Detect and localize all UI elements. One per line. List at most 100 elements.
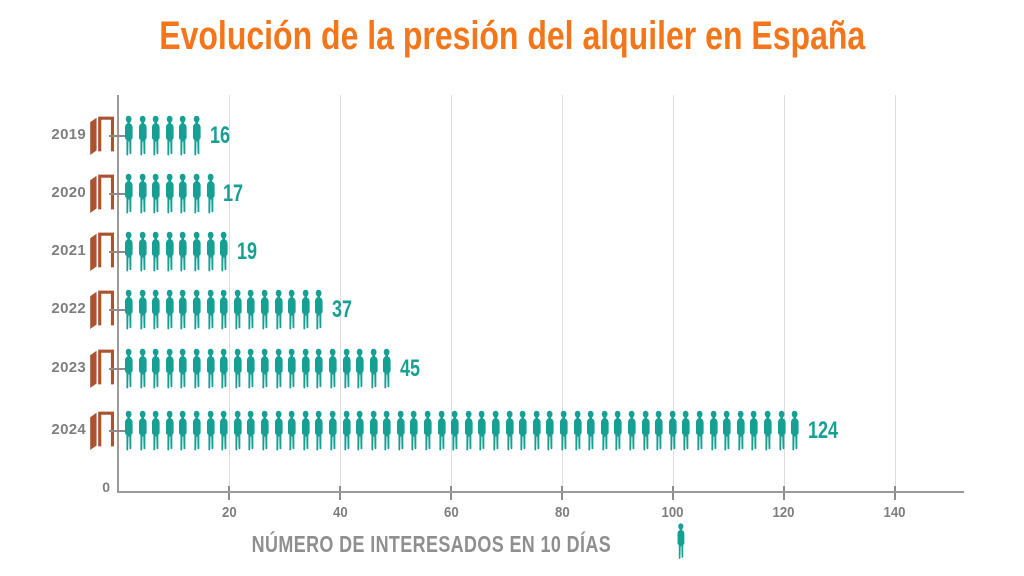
person-icon [328,348,337,389]
person-icon [124,348,133,389]
x-tick-label-text: 140 [883,504,907,521]
person-icon [152,289,160,330]
person-icon [179,289,187,330]
person-icon [478,410,487,451]
person-icon [301,410,310,451]
open-door-icon [90,232,114,271]
person-icon [124,173,133,214]
open-door-icon [90,174,114,213]
x-tick-label: 80 [540,504,584,521]
value-label: 45 [400,355,421,382]
gridline [783,95,785,492]
gridline [894,95,896,492]
person-icon [192,410,201,451]
year-label: 2020 [51,184,86,201]
person-icon [260,410,269,451]
person-icon [437,410,446,451]
y-axis-tick [109,193,126,195]
person-icon [247,348,255,389]
person-icon [165,410,174,451]
person-icon [138,173,147,214]
x-axis-tick [894,486,896,500]
open-door-icon [90,116,114,155]
x-axis-tick [339,486,341,500]
person-icon [165,289,174,330]
person-icon [138,289,147,330]
door-icon [89,231,115,276]
x-axis-tick [783,486,785,500]
person-icon [315,289,323,330]
gridline [339,95,341,492]
person-icon [505,410,514,451]
pictogram-row-2019 [122,113,203,159]
x-tick-label-text: 120 [772,504,796,521]
person-icon [192,115,201,156]
pictogram-row-2024 [122,408,801,454]
gridline [672,95,674,492]
y-axis-tick [109,251,126,253]
year-label: 2019 [51,126,86,143]
person-icon [677,523,685,559]
person-icon [260,289,269,330]
person-icon [736,410,745,451]
person-icon [152,348,160,389]
person-icon [220,348,228,389]
x-axis-line [116,491,964,493]
person-icon [288,289,296,330]
pictogram-row-2022 [122,287,325,333]
person-icon [206,289,215,330]
door-icon [89,348,115,393]
person-icon [682,410,690,451]
person-icon [383,348,391,389]
door-icon [89,173,115,218]
person-icon [220,231,228,272]
x-tick-label-text: 40 [332,504,348,521]
person-icon [369,410,378,451]
person-icon [274,348,283,389]
person-icon [424,410,432,451]
person-icon [124,410,133,451]
person-icon [206,410,215,451]
year-label: 2023 [51,359,86,376]
year-label: 2022 [51,300,86,317]
person-icon [152,173,160,214]
person-icon [165,115,174,156]
y-axis-tick [109,430,126,432]
person-icon [369,348,378,389]
gridline [561,95,563,492]
person-icon [260,348,269,389]
x-tick-label: 60 [429,504,473,521]
x-tick-label: 40 [318,504,362,521]
y-axis-line [116,95,119,493]
person-icon [573,410,582,451]
person-icon [614,410,622,451]
person-icon [152,115,160,156]
person-icon [356,410,364,451]
person-icon [532,410,541,451]
person-icon [192,173,201,214]
x-axis-tick [561,486,563,500]
person-icon [124,115,133,156]
open-door-icon [90,290,114,329]
person-icon [709,410,718,451]
person-icon [668,410,677,451]
person-icon [233,289,242,330]
person-icon [288,410,296,451]
legend-person-icon [674,523,687,565]
door-icon [89,289,115,334]
value-label: 17 [223,180,244,207]
gridline [450,95,452,492]
value-label: 124 [808,417,839,444]
person-icon [383,410,391,451]
person-icon [777,410,786,451]
year-label: 2021 [51,242,86,259]
person-icon [559,410,568,451]
gridline [228,95,230,492]
person-icon [192,231,201,272]
person-icon [179,173,187,214]
person-icon [288,348,296,389]
open-door-icon [90,411,114,450]
person-icon [396,410,405,451]
